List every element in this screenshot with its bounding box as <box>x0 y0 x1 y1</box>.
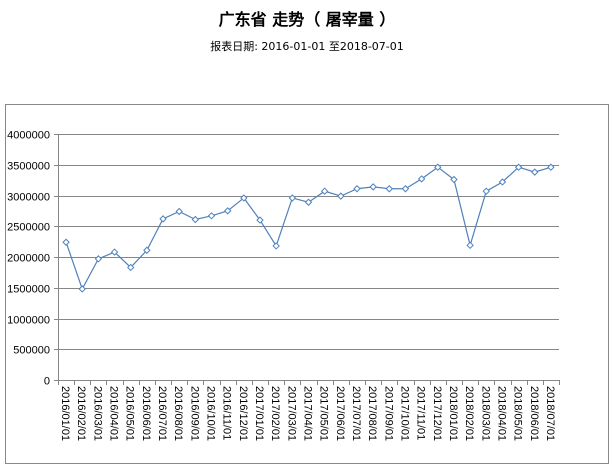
x-tick-label: 2016/03/01 <box>91 386 103 441</box>
x-tick-label: 2017/05/01 <box>318 386 330 441</box>
data-point-marker <box>175 207 183 216</box>
data-point-marker <box>288 194 297 202</box>
x-tick-label: 2018/02/01 <box>463 386 475 441</box>
x-tick-label: 2016/04/01 <box>108 386 120 441</box>
x-tick-label: 2017/10/01 <box>398 386 410 441</box>
data-point-marker <box>337 192 345 200</box>
x-tick-label: 2017/08/01 <box>366 386 378 441</box>
data-point-marker <box>417 175 426 183</box>
x-tick-label: 2016/09/01 <box>188 386 200 441</box>
x-tick-label: 2017/03/01 <box>285 386 297 441</box>
data-point-marker <box>127 263 135 272</box>
y-tick-label: 4000000 <box>7 130 50 142</box>
x-tick-label: 2016/11/01 <box>221 386 233 440</box>
data-point-marker <box>240 194 248 202</box>
x-tick-label: 2017/07/01 <box>350 386 362 441</box>
y-tick-label: 2500000 <box>7 222 50 234</box>
x-tick-label: 2017/06/01 <box>334 386 346 441</box>
y-tick-label: 3500000 <box>7 161 50 173</box>
data-point-marker <box>450 175 458 184</box>
x-tick-label: 2018/06/01 <box>528 386 540 441</box>
x-tick-label: 2016/01/01 <box>59 386 71 441</box>
chart-title: 广东省 走势（ 屠宰量 ） <box>218 10 396 29</box>
data-point-marker <box>434 163 442 171</box>
data-point-marker <box>304 198 313 206</box>
x-tick-label: 2016/02/01 <box>75 386 87 441</box>
x-tick-label: 2018/04/01 <box>495 386 507 441</box>
data-point-marker <box>401 185 410 193</box>
x-tick-label: 2016/05/01 <box>124 386 136 441</box>
y-tick-label: 2000000 <box>7 253 50 265</box>
data-point-marker <box>547 163 555 171</box>
data-point-marker <box>223 207 232 215</box>
x-tick-label: 2017/09/01 <box>382 386 394 441</box>
x-tick-label: 2018/03/01 <box>479 386 491 441</box>
data-point-marker <box>94 255 103 263</box>
data-point-marker <box>369 183 377 191</box>
data-point-marker <box>62 238 70 246</box>
data-point-marker <box>256 216 264 224</box>
x-tick-label: 2017/12/01 <box>431 386 443 441</box>
data-point-marker <box>110 248 119 256</box>
data-point-marker <box>482 187 490 195</box>
y-tick-label: 3000000 <box>7 192 50 204</box>
x-tick-label: 2016/07/01 <box>156 386 168 441</box>
data-point-marker <box>531 168 539 176</box>
data-point-marker <box>353 185 361 193</box>
data-point-marker <box>320 187 329 195</box>
x-tick-label: 2017/04/01 <box>302 386 314 441</box>
x-tick-label: 2016/06/01 <box>140 386 152 441</box>
data-point-marker <box>207 212 216 220</box>
data-point-marker <box>385 185 394 193</box>
x-tick-label: 2016/08/01 <box>172 386 184 441</box>
data-point-marker <box>272 242 280 250</box>
x-tick-label: 2017/11/01 <box>415 386 427 440</box>
x-tick-label: 2016/12/01 <box>237 386 249 441</box>
x-tick-label: 2018/07/01 <box>544 386 556 441</box>
series-line <box>65 166 552 291</box>
data-point-marker <box>514 163 523 171</box>
chart-subtitle: 报表日期: 2016-01-01 至2018-07-01 <box>210 40 404 53</box>
chart-frame <box>5 104 609 464</box>
x-tick-label: 2018/05/01 <box>512 386 524 441</box>
data-point-marker <box>191 215 200 224</box>
x-tick-label: 2018/01/01 <box>447 386 459 441</box>
data-point-marker <box>498 178 507 186</box>
y-tick-label: 1500000 <box>7 284 50 296</box>
x-tick-label: 2017/01/01 <box>253 386 265 441</box>
data-point-marker <box>159 215 167 223</box>
data-point-marker <box>466 241 474 250</box>
x-tick-label: 2017/02/01 <box>269 386 281 441</box>
x-tick-label: 2016/10/01 <box>205 386 217 441</box>
y-tick-label: 500000 <box>13 345 50 357</box>
data-point-marker <box>143 246 151 254</box>
data-point-marker <box>78 285 86 293</box>
y-tick-label: 1000000 <box>7 315 50 327</box>
y-tick-label: 0 <box>44 376 50 388</box>
